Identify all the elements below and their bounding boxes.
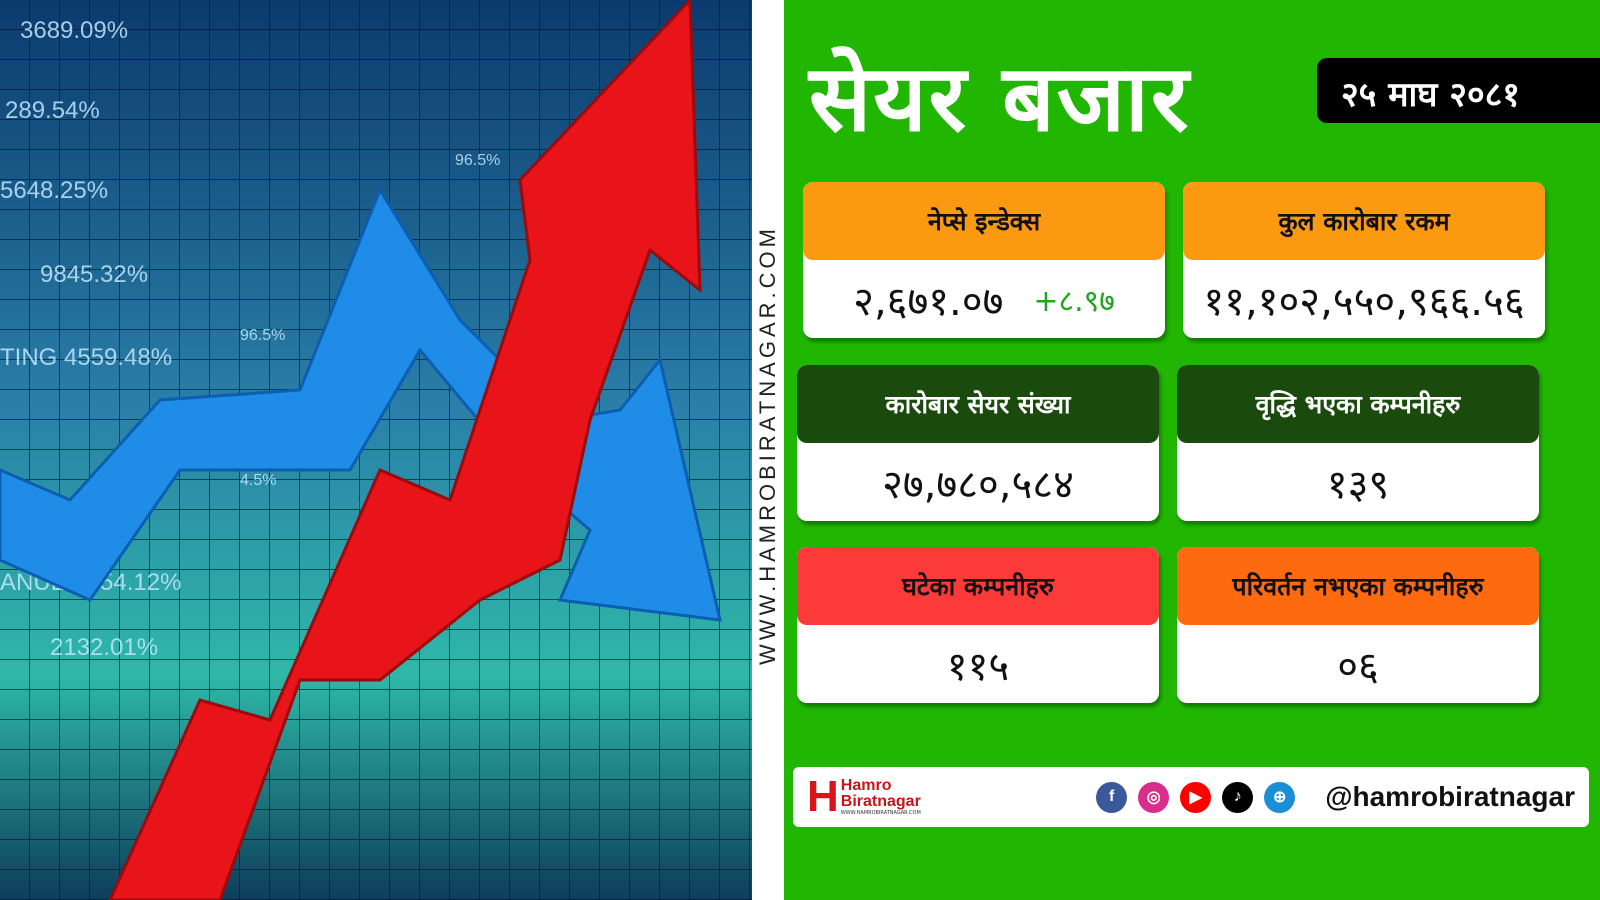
card-value: ०६ [1337, 643, 1379, 690]
stock-chart-photo: 3689.09% 289.54% 5648.25% 9845.32% TING 4559… [0, 0, 752, 900]
globe-icon[interactable]: ⊕ [1264, 781, 1296, 813]
stock-chart-illustration: 3689.09% 289.54% 5648.25% 9845.32% TING 4559… [0, 0, 752, 900]
chart-photo-label: 9845.32% [40, 261, 148, 288]
card-label: कुल कारोबार रकम [1183, 182, 1545, 260]
card-total-turnover: कुल कारोबार रकम ११,१०२,५५०,९६६.५६ [1183, 182, 1545, 338]
chart-photo-label: 2132.01% [50, 634, 158, 661]
red-arrow [108, 0, 702, 900]
card-declined-companies: घटेका कम्पनीहरु ११५ [797, 547, 1159, 703]
card-label: नेप्से इन्डेक्स [803, 182, 1165, 260]
chart-photo-label: 4.5% [240, 472, 276, 489]
social-icons: f ◎ ▶ ♪ ⊕ [1096, 781, 1296, 813]
card-traded-shares: कारोबार सेयर संख्या २७,७८०,५८४ [797, 365, 1159, 521]
chart-photo-label: 5648.25% [0, 177, 108, 204]
card-value: २,६७१.०७ [853, 278, 1004, 325]
facebook-icon[interactable]: f [1096, 781, 1128, 813]
footer-bar: H Hamro Biratnagar WWW.HAMROBIRATNAGAR.COM… [793, 767, 1589, 827]
social-handle: @hamrobiratnagar [1325, 781, 1575, 812]
chart-photo-label: 289.54% [5, 97, 100, 124]
card-value: ११,१०२,५५०,९६६.५६ [1203, 278, 1525, 325]
card-label: घटेका कम्पनीहरु [797, 547, 1159, 625]
hamro-biratnagar-logo: H Hamro Biratnagar WWW.HAMROBIRATNAGAR.COM [807, 772, 921, 821]
chart-photo-label: 3689.09% [20, 17, 128, 44]
card-label: वृद्धि भएका कम्पनीहरु [1177, 365, 1539, 443]
tiktok-icon[interactable]: ♪ [1222, 781, 1254, 813]
card-value: २७,७८०,५८४ [882, 461, 1074, 508]
market-summary-panel: सेयर बजार २५ माघ २०८१ नेप्से इन्डेक्स २,… [784, 0, 1600, 900]
card-value: ११५ [946, 643, 1010, 690]
youtube-icon[interactable]: ▶ [1180, 781, 1212, 813]
card-label: कारोबार सेयर संख्या [797, 365, 1159, 443]
card-unchanged-companies: परिवर्तन नभएका कम्पनीहरु ०६ [1177, 547, 1539, 703]
card-advanced-companies: वृद्धि भएका कम्पनीहरु १३९ [1177, 365, 1539, 521]
chart-photo-label: TING 4559.48% [0, 344, 172, 371]
watermark-strip: WWW.HAMROBIRATNAGAR.COM [752, 0, 784, 900]
card-value: १३९ [1326, 461, 1390, 508]
card-nepse-index: नेप्से इन्डेक्स २,६७१.०७ +८.९७ [803, 182, 1165, 338]
chart-photo-label: 96.5% [240, 327, 285, 344]
index-change: +८.९७ [1033, 283, 1115, 319]
chart-photo-label: 96.5% [455, 152, 500, 169]
watermark-text: WWW.HAMROBIRATNAGAR.COM [755, 225, 780, 665]
blue-arrow [0, 186, 722, 622]
page-title: सेयर बजार [809, 45, 1191, 152]
card-label: परिवर्तन नभएका कम्पनीहरु [1177, 547, 1539, 625]
date-badge: २५ माघ २०८१ [1317, 58, 1600, 123]
instagram-icon[interactable]: ◎ [1138, 781, 1170, 813]
